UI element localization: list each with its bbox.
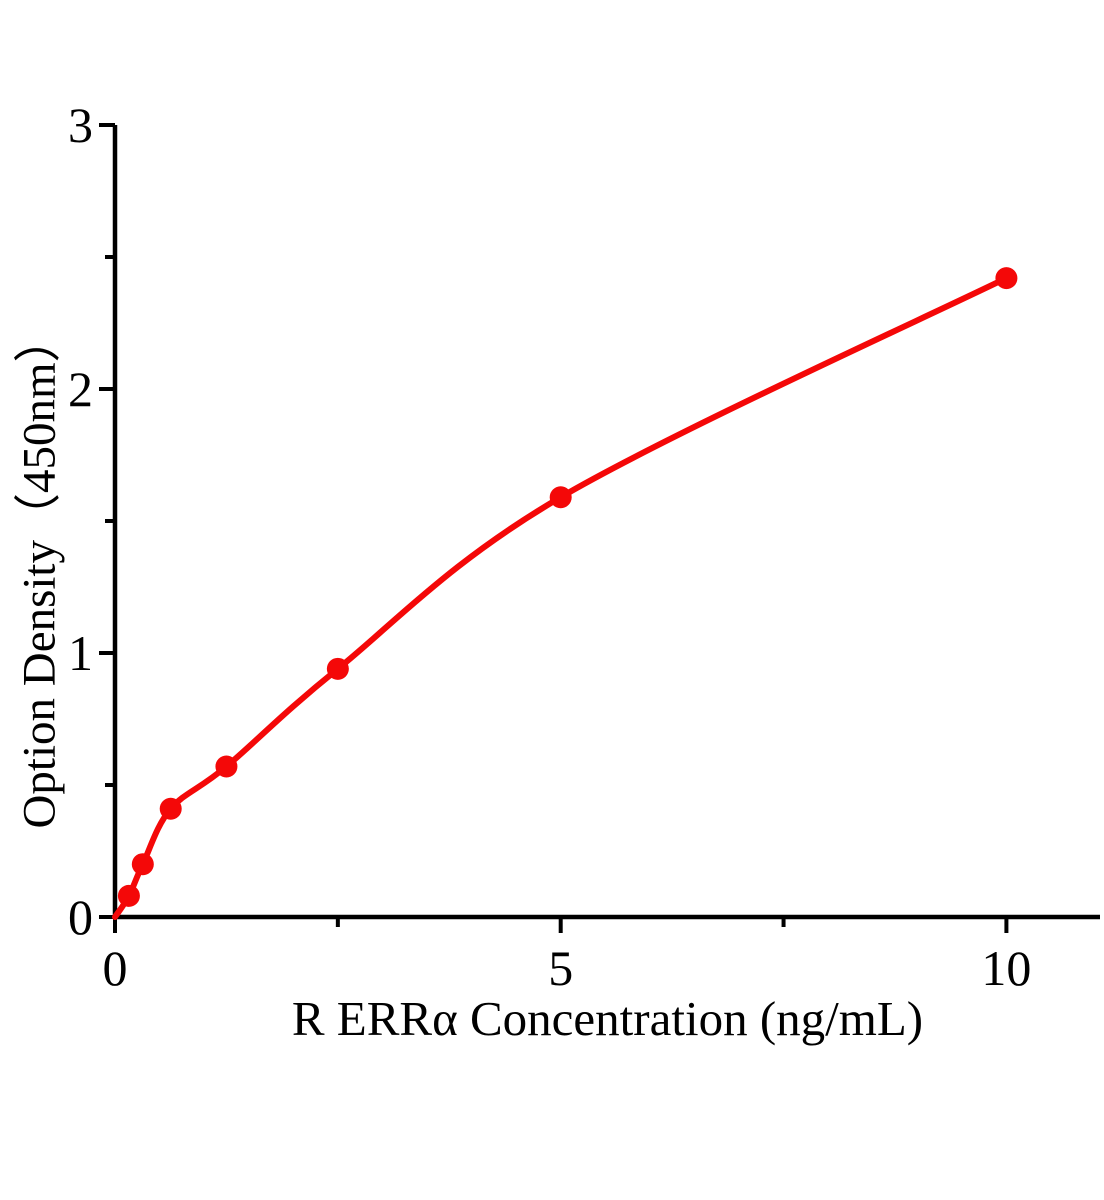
x-tick-label: 10 bbox=[981, 940, 1031, 996]
x-axis-title: R ERRα Concentration (ng/mL) bbox=[291, 991, 924, 1046]
y-tick-label: 1 bbox=[68, 625, 93, 681]
data-point-marker bbox=[326, 657, 349, 680]
data-point-marker bbox=[215, 755, 238, 778]
data-point-marker bbox=[159, 797, 182, 820]
x-tick-label: 0 bbox=[103, 940, 128, 996]
y-axis-title: Option Density（450nm） bbox=[13, 315, 66, 829]
data-point-marker bbox=[131, 853, 154, 876]
data-point-marker bbox=[549, 486, 572, 509]
y-tick-label: 2 bbox=[68, 361, 93, 417]
standard-curve-line bbox=[112, 275, 1010, 920]
y-tick-label: 3 bbox=[68, 97, 93, 153]
x-tick-label: 5 bbox=[548, 940, 573, 996]
data-point-marker bbox=[995, 267, 1018, 290]
data-point-marker bbox=[117, 884, 140, 907]
y-tick-label: 0 bbox=[68, 889, 93, 945]
